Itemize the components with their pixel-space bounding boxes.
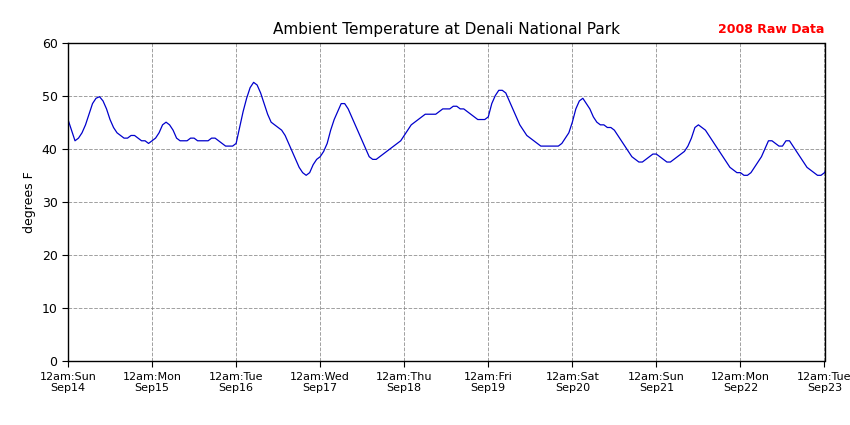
Y-axis label: degrees F: degrees F	[23, 171, 36, 233]
Title: Ambient Temperature at Denali National Park: Ambient Temperature at Denali National P…	[273, 22, 620, 37]
Text: 2008 Raw Data: 2008 Raw Data	[718, 23, 824, 36]
